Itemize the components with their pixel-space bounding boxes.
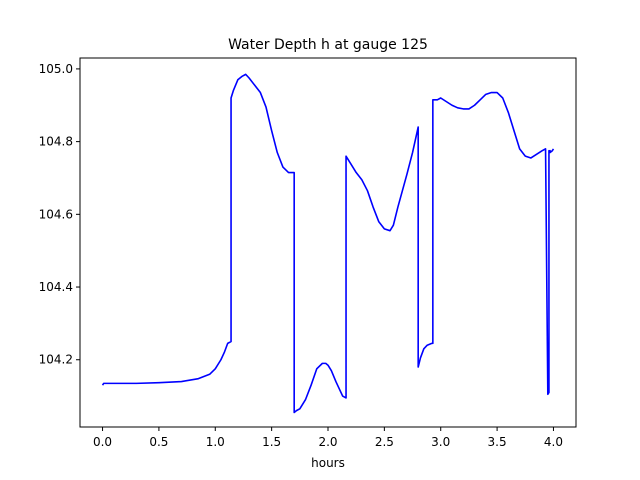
series-line-0 (101, 73, 555, 414)
y-tick-label: 104.4 (39, 280, 73, 294)
y-tick-label: 104.8 (39, 135, 73, 149)
x-axis: 0.0 0.5 1.0 1.5 2.0 2.5 3.0 3.5 4.0 (93, 427, 563, 449)
y-tick-label: 105.0 (39, 62, 73, 76)
y-tick-label: 104.6 (39, 207, 73, 221)
x-tick-label: 3.0 (431, 435, 450, 449)
plot-area (80, 58, 576, 427)
x-tick-label: 0.0 (93, 435, 112, 449)
series-layer (101, 73, 555, 414)
x-tick-label: 4.0 (544, 435, 563, 449)
x-tick-label: 0.5 (149, 435, 168, 449)
x-tick-label: 2.5 (375, 435, 394, 449)
x-tick-label: 2.0 (318, 435, 337, 449)
x-tick-label: 3.5 (488, 435, 507, 449)
x-tick-label: 1.5 (262, 435, 281, 449)
x-axis-label: hours (311, 456, 345, 470)
chart-title: Water Depth h at gauge 125 (228, 37, 428, 53)
y-tick-label: 104.2 (39, 353, 73, 367)
x-tick-label: 1.0 (206, 435, 225, 449)
y-axis: 104.2 104.4 104.6 104.8 105.0 (39, 62, 80, 367)
